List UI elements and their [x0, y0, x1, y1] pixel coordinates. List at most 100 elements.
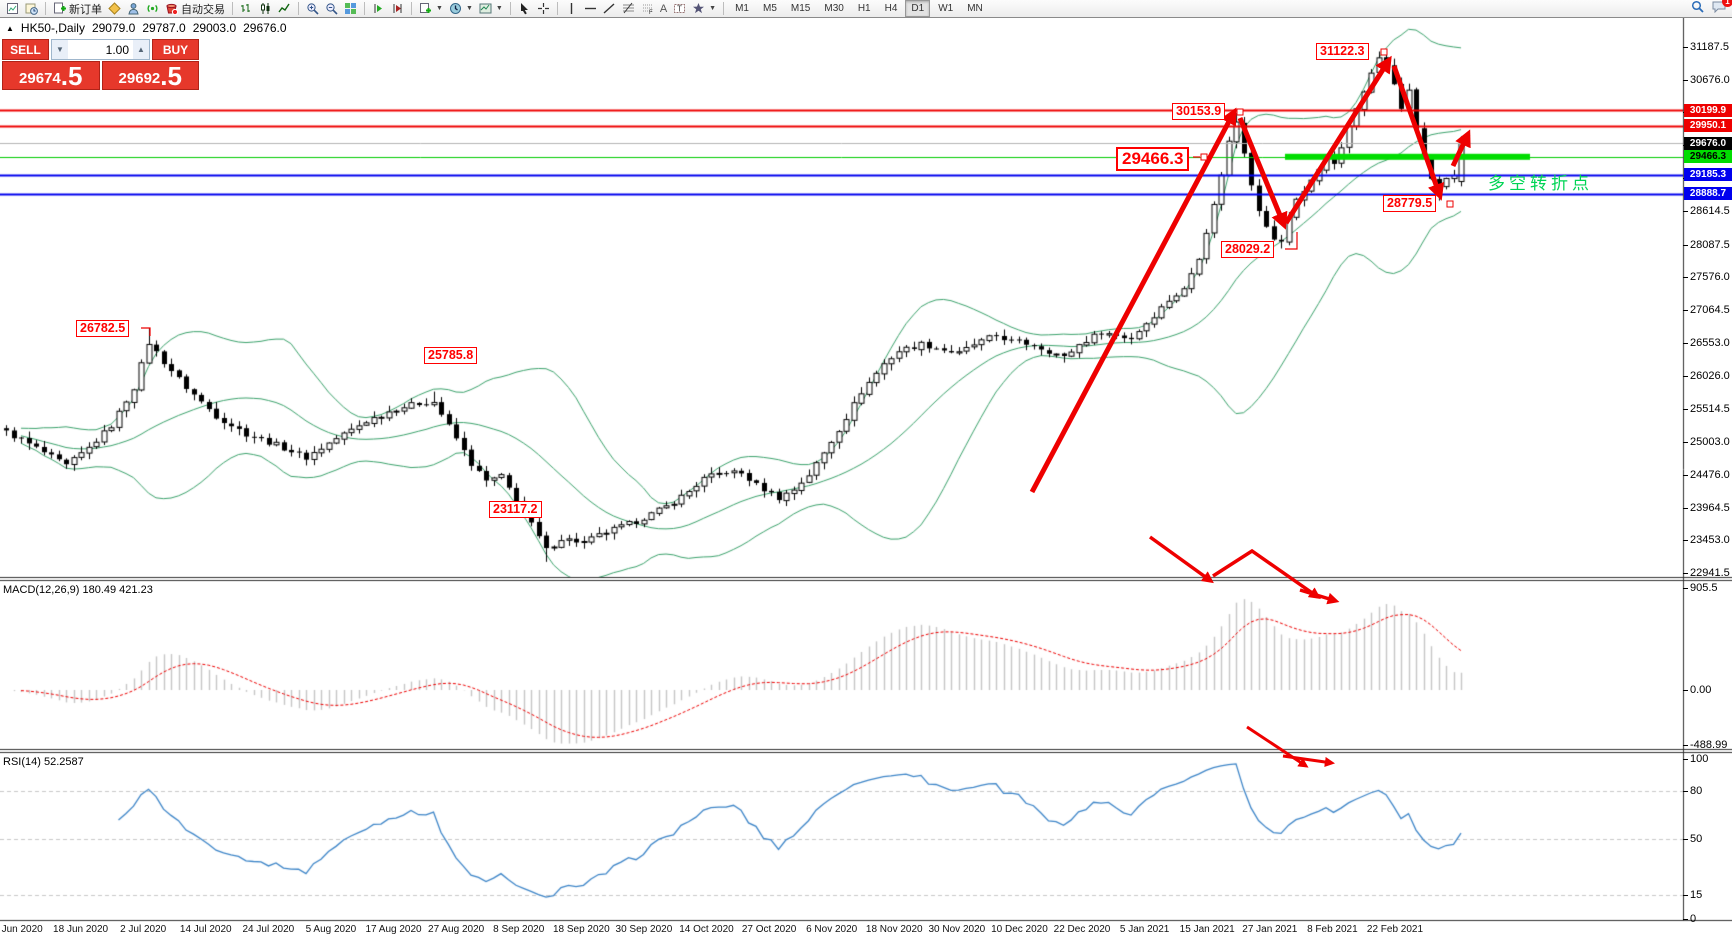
axis-tick-mark	[1683, 759, 1688, 760]
tile-windows-button[interactable]	[341, 1, 360, 17]
svg-text:F: F	[649, 10, 653, 15]
chart-region: ▲ HK50-,Daily 29079.0 29787.0 29003.0 29…	[0, 18, 1732, 939]
date-axis-label: 14 Oct 2020	[679, 924, 734, 935]
toolbar-separator	[509, 2, 511, 15]
date-axis-label: 22 Feb 2021	[1366, 924, 1424, 935]
rsi-axis-tick: 15	[1690, 888, 1703, 901]
metaeditor-button[interactable]	[105, 1, 124, 17]
timeframe-button-w1[interactable]: W1	[938, 3, 954, 14]
date-axis-label: 8 Sep 2020	[493, 924, 545, 935]
axis-tick-mark	[1683, 376, 1688, 377]
price-axis-tick: 25003.0	[1690, 435, 1730, 448]
macd-axis-tick: -488.99	[1690, 738, 1728, 751]
price-level-badge: 28888.7	[1684, 187, 1732, 201]
timeframe-button-d1[interactable]: D1	[905, 0, 931, 17]
chart-canvas[interactable]	[0, 18, 1732, 939]
axis-tick-mark	[1683, 919, 1688, 920]
sell-price-display[interactable]: 29674 .5	[2, 61, 100, 90]
date-axis-label: 10 Dec 2020	[991, 924, 1048, 935]
volume-input[interactable]	[68, 40, 133, 59]
dropdown-caret-icon: ▼	[495, 5, 503, 12]
search-icon[interactable]	[1691, 0, 1704, 18]
sell-price-pip: .5	[60, 61, 83, 91]
timeframe-button-mn[interactable]: MN	[967, 3, 983, 14]
timeframe-button-m15[interactable]: M15	[790, 3, 811, 14]
zoom-out-button[interactable]	[322, 1, 341, 17]
date-axis-label: 30 Sep 2020	[615, 924, 673, 935]
candlestick-mode-button[interactable]	[256, 1, 275, 17]
price-annotation-box[interactable]: 29466.3	[1116, 147, 1190, 171]
date-axis-label: 30 Nov 2020	[928, 924, 986, 935]
price-annotation-box[interactable]: 31122.3	[1316, 43, 1369, 60]
ohlc-open-value: 29079.0	[91, 21, 136, 35]
price-annotation-box[interactable]: 25785.8	[424, 347, 478, 364]
axis-tick-mark	[1683, 690, 1688, 691]
volume-decrease-button[interactable]: ▼	[52, 40, 68, 59]
zoom-in-button[interactable]	[303, 1, 322, 17]
step-forward-button[interactable]	[369, 1, 388, 17]
timeframe-button-m5[interactable]: M5	[763, 3, 777, 14]
new-chart-button[interactable]	[3, 1, 22, 17]
sell-price-main: 29674	[19, 70, 61, 87]
bar-chart-mode-button[interactable]	[237, 1, 256, 17]
buy-price-display[interactable]: 29692 .5	[101, 61, 199, 91]
horizontal-line-tool-button[interactable]	[581, 1, 600, 17]
date-axis-label: 6 Nov 2020	[806, 924, 858, 935]
terminal-button[interactable]	[124, 1, 143, 17]
price-level-badge: 29185.3	[1684, 168, 1732, 182]
buy-button[interactable]: BUY	[152, 39, 199, 60]
axis-tick-mark	[1683, 80, 1688, 81]
templates-menu-button[interactable]: ▼	[476, 1, 506, 17]
price-level-badge: 29950.1	[1684, 119, 1732, 133]
price-annotation-box[interactable]: 28029.2	[1221, 241, 1275, 258]
label-tool-button[interactable]: T	[670, 1, 689, 17]
timeframes-menu-button[interactable]: ▼	[446, 1, 476, 17]
turning-point-annotation[interactable]: 多空转折点	[1488, 174, 1593, 193]
price-axis-tick: 26553.0	[1690, 336, 1730, 349]
volume-increase-button[interactable]: ▲	[133, 40, 149, 59]
date-axis-label: 18 Sep 2020	[552, 924, 610, 935]
chart-profiles-button[interactable]	[22, 1, 41, 17]
price-axis-tick: 28087.5	[1690, 238, 1730, 251]
add-indicator-button[interactable]: ▼	[416, 1, 446, 17]
date-axis-label: 2 Jul 2020	[120, 924, 167, 935]
window-collapse-icon[interactable]: ▲	[6, 23, 14, 33]
new-order-button[interactable]: 新订单	[50, 1, 105, 17]
ohlc-close-value: 29676.0	[243, 21, 287, 35]
signals-button[interactable]	[143, 1, 162, 17]
arrows-tool-button[interactable]: ▼	[689, 1, 719, 17]
buy-price-main: 29692	[118, 70, 161, 87]
timeframe-button-m1[interactable]: M1	[735, 3, 749, 14]
sell-button[interactable]: SELL	[2, 39, 49, 60]
line-chart-mode-button[interactable]	[275, 1, 294, 17]
svg-text:T: T	[677, 5, 682, 14]
toolbar-right-group: 1	[1691, 0, 1732, 18]
notifications-icon[interactable]: 1	[1712, 0, 1732, 18]
pause-test-button[interactable]	[388, 1, 407, 17]
timeframe-button-h1[interactable]: H1	[857, 3, 871, 14]
new-order-icon	[54, 2, 66, 14]
price-axis-tick: 27064.5	[1690, 304, 1730, 317]
timeframe-button-h4[interactable]: H4	[884, 3, 898, 14]
grid-tool-button[interactable]: F	[638, 1, 657, 17]
price-annotation-box[interactable]: 26782.5	[76, 320, 130, 337]
date-axis-label: 18 Jun 2020	[53, 924, 109, 935]
cursor-tool-button[interactable]	[515, 1, 534, 17]
date-axis-label: 15 Jan 2021	[1179, 924, 1235, 935]
price-annotation-box[interactable]: 30153.9	[1172, 103, 1226, 120]
crosshair-tool-button[interactable]	[534, 1, 553, 17]
timeframe-button-m30[interactable]: M30	[824, 3, 844, 14]
toolbar-separator	[45, 2, 46, 15]
trendline-tool-button[interactable]	[600, 1, 619, 17]
price-annotation-box[interactable]: 28779.5	[1383, 195, 1437, 212]
fibonacci-tool-button[interactable]	[619, 1, 638, 17]
date-axis-label: 8 Feb 2021	[1307, 924, 1358, 935]
vertical-line-tool-button[interactable]	[562, 1, 581, 17]
buy-price-pip: .5	[160, 61, 182, 91]
text-tool-button[interactable]: A	[659, 2, 668, 15]
main-toolbar: 新订单 自动交易 ▼ ▼ ▼ F A T ▼	[0, 0, 1732, 18]
axis-tick-mark	[1683, 277, 1688, 278]
price-annotation-box[interactable]: 23117.2	[489, 501, 542, 518]
autotrading-button[interactable]: 自动交易	[162, 1, 228, 17]
